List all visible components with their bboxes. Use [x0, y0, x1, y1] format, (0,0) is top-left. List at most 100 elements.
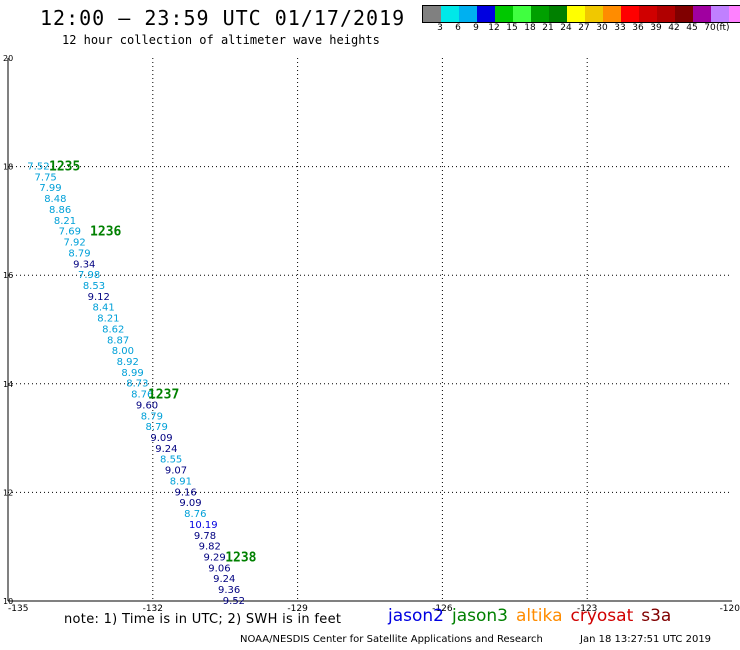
legend-swatch — [441, 6, 459, 22]
wave-height-value: 8.79 — [141, 411, 163, 422]
wave-height-value: 8.21 — [97, 314, 119, 325]
legend-label: 18 — [524, 23, 536, 33]
legend-swatch — [531, 6, 549, 22]
latitude-tick-label: 18 — [3, 163, 13, 172]
wave-height-value: 7.99 — [39, 183, 61, 194]
legend-swatch — [711, 6, 729, 22]
legend-swatch — [513, 6, 531, 22]
legend-label: 36 — [632, 23, 644, 33]
wave-height-value: 9.06 — [208, 563, 230, 574]
timestamp: Jan 18 13:27:51 UTC 2019 — [580, 634, 712, 645]
legend-swatch — [423, 6, 441, 22]
legend-swatch — [639, 6, 657, 22]
legend-label: 30 — [596, 23, 608, 33]
legend-label: 9 — [473, 23, 479, 33]
map-subtitle: 12 hour collection of altimeter wave hei… — [62, 33, 380, 47]
legend-swatch — [477, 6, 495, 22]
wave-height-value: 8.91 — [170, 476, 192, 487]
wave-height-value: 9.07 — [165, 466, 187, 477]
legend-label: 33 — [614, 23, 626, 33]
legend-label: 3 — [437, 23, 443, 33]
wave-height-value: 8.00 — [112, 346, 134, 357]
legend-swatch — [657, 6, 675, 22]
color-scale-labels: 3 6 9 12 15 18 21 24 27 30 33 36 39 42 45 70 (ft) — [422, 23, 730, 35]
longitude-tick-label: -120 — [720, 604, 740, 614]
latitude-tick-label: 14 — [3, 380, 13, 389]
legend-swatch — [729, 6, 740, 22]
pass-time-label: 1235 — [49, 160, 80, 175]
satellite-name: jason3 — [452, 606, 508, 626]
legend-label: 6 — [455, 23, 461, 33]
legend-swatch — [549, 6, 567, 22]
latitude-tick-label: 16 — [3, 271, 13, 280]
legend-unit: (ft) — [716, 23, 730, 33]
wave-height-value: 9.29 — [203, 552, 225, 563]
longitude-tick-label: -126 — [432, 604, 453, 614]
satellite-name: cryosat — [570, 606, 634, 626]
wave-height-value: 9.60 — [136, 400, 158, 411]
wave-height-value: 8.86 — [49, 205, 71, 216]
wave-height-value: 8.55 — [160, 455, 182, 466]
wave-height-value: 9.36 — [218, 585, 240, 596]
wave-height-value: 8.92 — [117, 357, 139, 368]
credit-text: NOAA/NESDIS Center for Satellite Applica… — [240, 634, 543, 645]
legend-swatch — [459, 6, 477, 22]
wave-height-value: 7.75 — [35, 172, 57, 183]
legend-swatch — [621, 6, 639, 22]
wave-height-value: 9.82 — [199, 542, 221, 553]
wave-height-value: 7.98 — [78, 270, 100, 281]
legend-label: 21 — [542, 23, 554, 33]
latitude-tick-label: 10 — [3, 597, 13, 606]
legend-label: 39 — [650, 23, 662, 33]
wave-height-value: 8.62 — [102, 324, 124, 335]
wave-height-value: 10.19 — [189, 520, 218, 531]
legend-label: 45 — [686, 23, 698, 33]
footnote: note: 1) Time is in UTC; 2) SWH is in fe… — [64, 612, 342, 627]
satellite-name: altika — [516, 606, 563, 626]
wave-height-value: 9.09 — [150, 433, 172, 444]
pass-time-label: 1238 — [225, 550, 256, 565]
wave-height-value: 9.78 — [194, 531, 216, 542]
wave-height-value: 8.79 — [146, 422, 168, 433]
legend-label: 12 — [488, 23, 500, 33]
wave-height-value: 8.48 — [44, 194, 66, 205]
wave-height-value: 9.12 — [88, 292, 110, 303]
legend-label: 42 — [668, 23, 680, 33]
legend-label: 27 — [578, 23, 590, 33]
legend-label: 24 — [560, 23, 572, 33]
wave-height-value: 8.53 — [83, 281, 105, 292]
latitude-tick-label: 12 — [3, 488, 13, 497]
wave-height-value: 9.09 — [179, 498, 201, 509]
wave-height-value: 7.52 — [27, 162, 49, 173]
wave-height-value: 8.79 — [68, 248, 90, 259]
wave-height-value: 9.24 — [155, 444, 177, 455]
wave-height-value: 9.52 — [223, 596, 245, 607]
wave-height-value: 8.99 — [121, 368, 143, 379]
latitude-tick-label: 20 — [3, 54, 13, 63]
legend-swatch — [693, 6, 711, 22]
legend-label: 70 — [704, 23, 716, 33]
wave-height-value: 8.76 — [184, 509, 206, 520]
map-title: 12:00 – 23:59 UTC 01/17/2019 — [40, 6, 406, 30]
legend-swatch — [567, 6, 585, 22]
wave-height-value: 8.87 — [107, 335, 129, 346]
legend-swatch — [603, 6, 621, 22]
longitude-tick-label: -123 — [577, 604, 597, 614]
pass-time-label: 1236 — [90, 225, 121, 240]
legend-swatch — [495, 6, 513, 22]
legend-swatch — [585, 6, 603, 22]
wave-height-value: 8.76 — [131, 390, 153, 401]
longitude-tick-label: -132 — [143, 604, 163, 614]
pass-time-label: 1237 — [148, 388, 179, 403]
wave-height-value: 9.24 — [213, 574, 235, 585]
wave-height-value: 8.73 — [126, 379, 148, 390]
longitude-tick-label: -135 — [8, 604, 28, 614]
wave-height-value: 9.34 — [73, 259, 95, 270]
wave-height-value: 7.92 — [64, 238, 86, 249]
color-scale-legend — [422, 5, 740, 23]
longitude-tick-label: -129 — [287, 604, 308, 614]
legend-label: 15 — [506, 23, 518, 33]
wave-height-value: 7.69 — [59, 227, 81, 238]
satellite-name: jason2 — [388, 606, 444, 626]
